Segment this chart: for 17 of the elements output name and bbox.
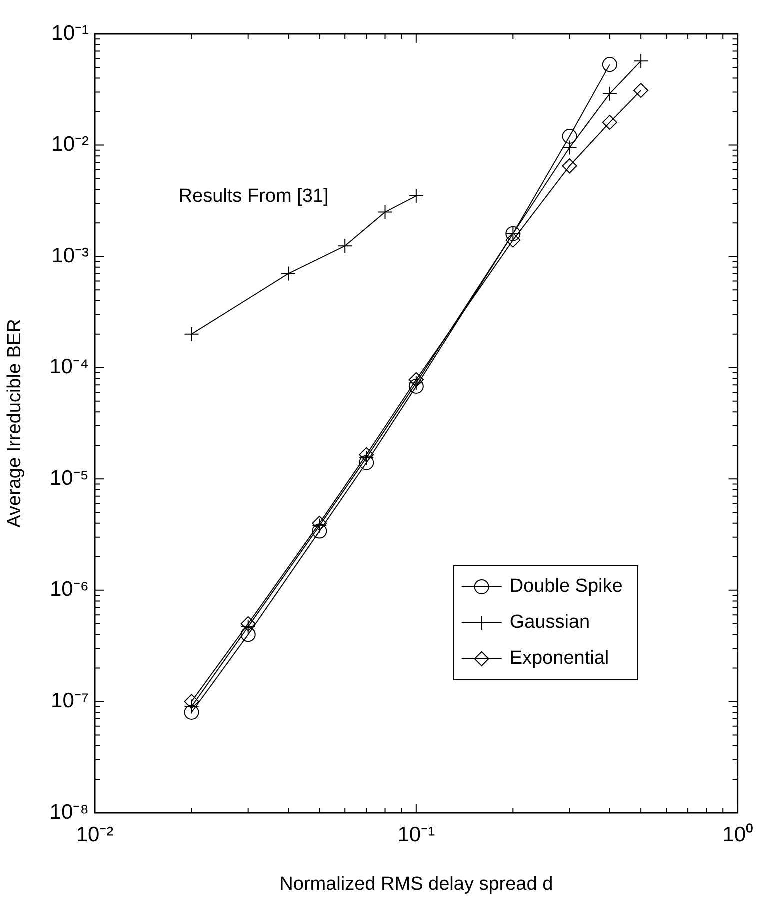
y-tick-label: 10⁻⁷ [51,690,89,713]
y-tick-label: 10⁻⁵ [50,466,89,490]
x-tick-label: 10⁰ [722,823,753,846]
y-tick-label: 10⁻⁶ [50,578,89,602]
annotation: Results From [31] [178,186,329,208]
y-tick-label: 10⁻³ [52,244,89,268]
y-tick-label: 10⁻⁸ [50,800,89,824]
legend-label: Double Spike [510,576,623,598]
x-tick-label: 10⁻¹ [398,823,436,846]
y-axis-title: Average Irreducible BER [4,319,26,528]
x-axis-title: Normalized RMS delay spread d [280,874,554,895]
legend-label: Gaussian [510,612,590,634]
y-tick-label: 10⁻² [52,133,89,156]
y-tick-label: 10⁻¹ [52,22,89,45]
y-tick-label: 10⁻⁴ [50,356,89,379]
x-tick-label: 10⁻² [76,823,114,846]
legend-label: Exponential [510,648,610,670]
